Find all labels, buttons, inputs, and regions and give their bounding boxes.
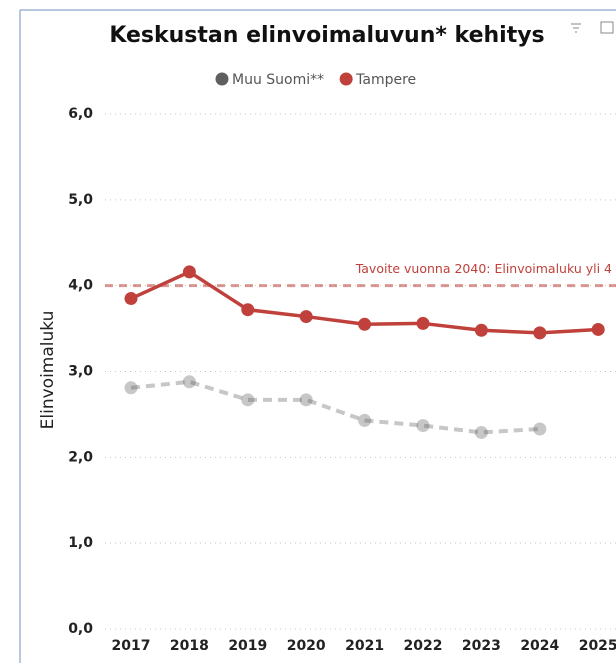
y-tick-label: 4,0 — [68, 278, 93, 294]
y-tick-label: 1,0 — [68, 535, 93, 551]
data-point — [591, 322, 605, 336]
data-point — [299, 393, 313, 407]
reference-label: Tavoite vuonna 2040: Elinvoimaluku yli 4 — [355, 261, 612, 276]
data-point — [474, 425, 488, 439]
legend-label: Tampere — [355, 72, 416, 88]
data-point — [474, 323, 488, 337]
data-point — [124, 292, 138, 306]
y-tick-label: 5,0 — [68, 192, 93, 208]
filter-icon[interactable] — [571, 23, 581, 33]
y-tick-label: 0,0 — [68, 621, 93, 637]
y-tick-label: 2,0 — [68, 449, 93, 465]
legend-marker — [215, 72, 229, 86]
x-tick-label: 2023 — [462, 638, 501, 654]
data-point — [358, 413, 372, 427]
legend-label: Muu Suomi** — [232, 72, 324, 88]
x-tick-label: 2021 — [345, 638, 384, 654]
x-tick-label: 2022 — [404, 638, 443, 654]
x-tick-label: 2018 — [170, 638, 209, 654]
data-point — [182, 375, 196, 389]
x-tick-label: 2025 — [579, 638, 616, 654]
data-point — [416, 316, 430, 330]
focus-icon[interactable] — [600, 21, 614, 34]
legend-marker — [339, 72, 353, 86]
data-point — [533, 422, 547, 436]
data-point — [182, 265, 196, 279]
x-tick-label: 2017 — [112, 638, 151, 654]
data-point — [533, 326, 547, 340]
data-point — [416, 419, 430, 433]
data-point — [241, 393, 255, 407]
data-point — [358, 317, 372, 331]
data-point — [124, 381, 138, 395]
y-tick-label: 3,0 — [68, 364, 93, 380]
data-point — [299, 310, 313, 324]
x-tick-label: 2019 — [228, 638, 267, 654]
x-tick-label: 2024 — [520, 638, 559, 654]
series-line — [130, 379, 540, 435]
y-axis-label: Elinvoimaluku — [38, 311, 58, 430]
x-tick-label: 2020 — [287, 638, 326, 654]
data-point — [241, 303, 255, 317]
chart-title: Keskustan elinvoimaluvun* kehitys — [109, 23, 544, 48]
y-tick-label: 6,0 — [68, 106, 93, 122]
